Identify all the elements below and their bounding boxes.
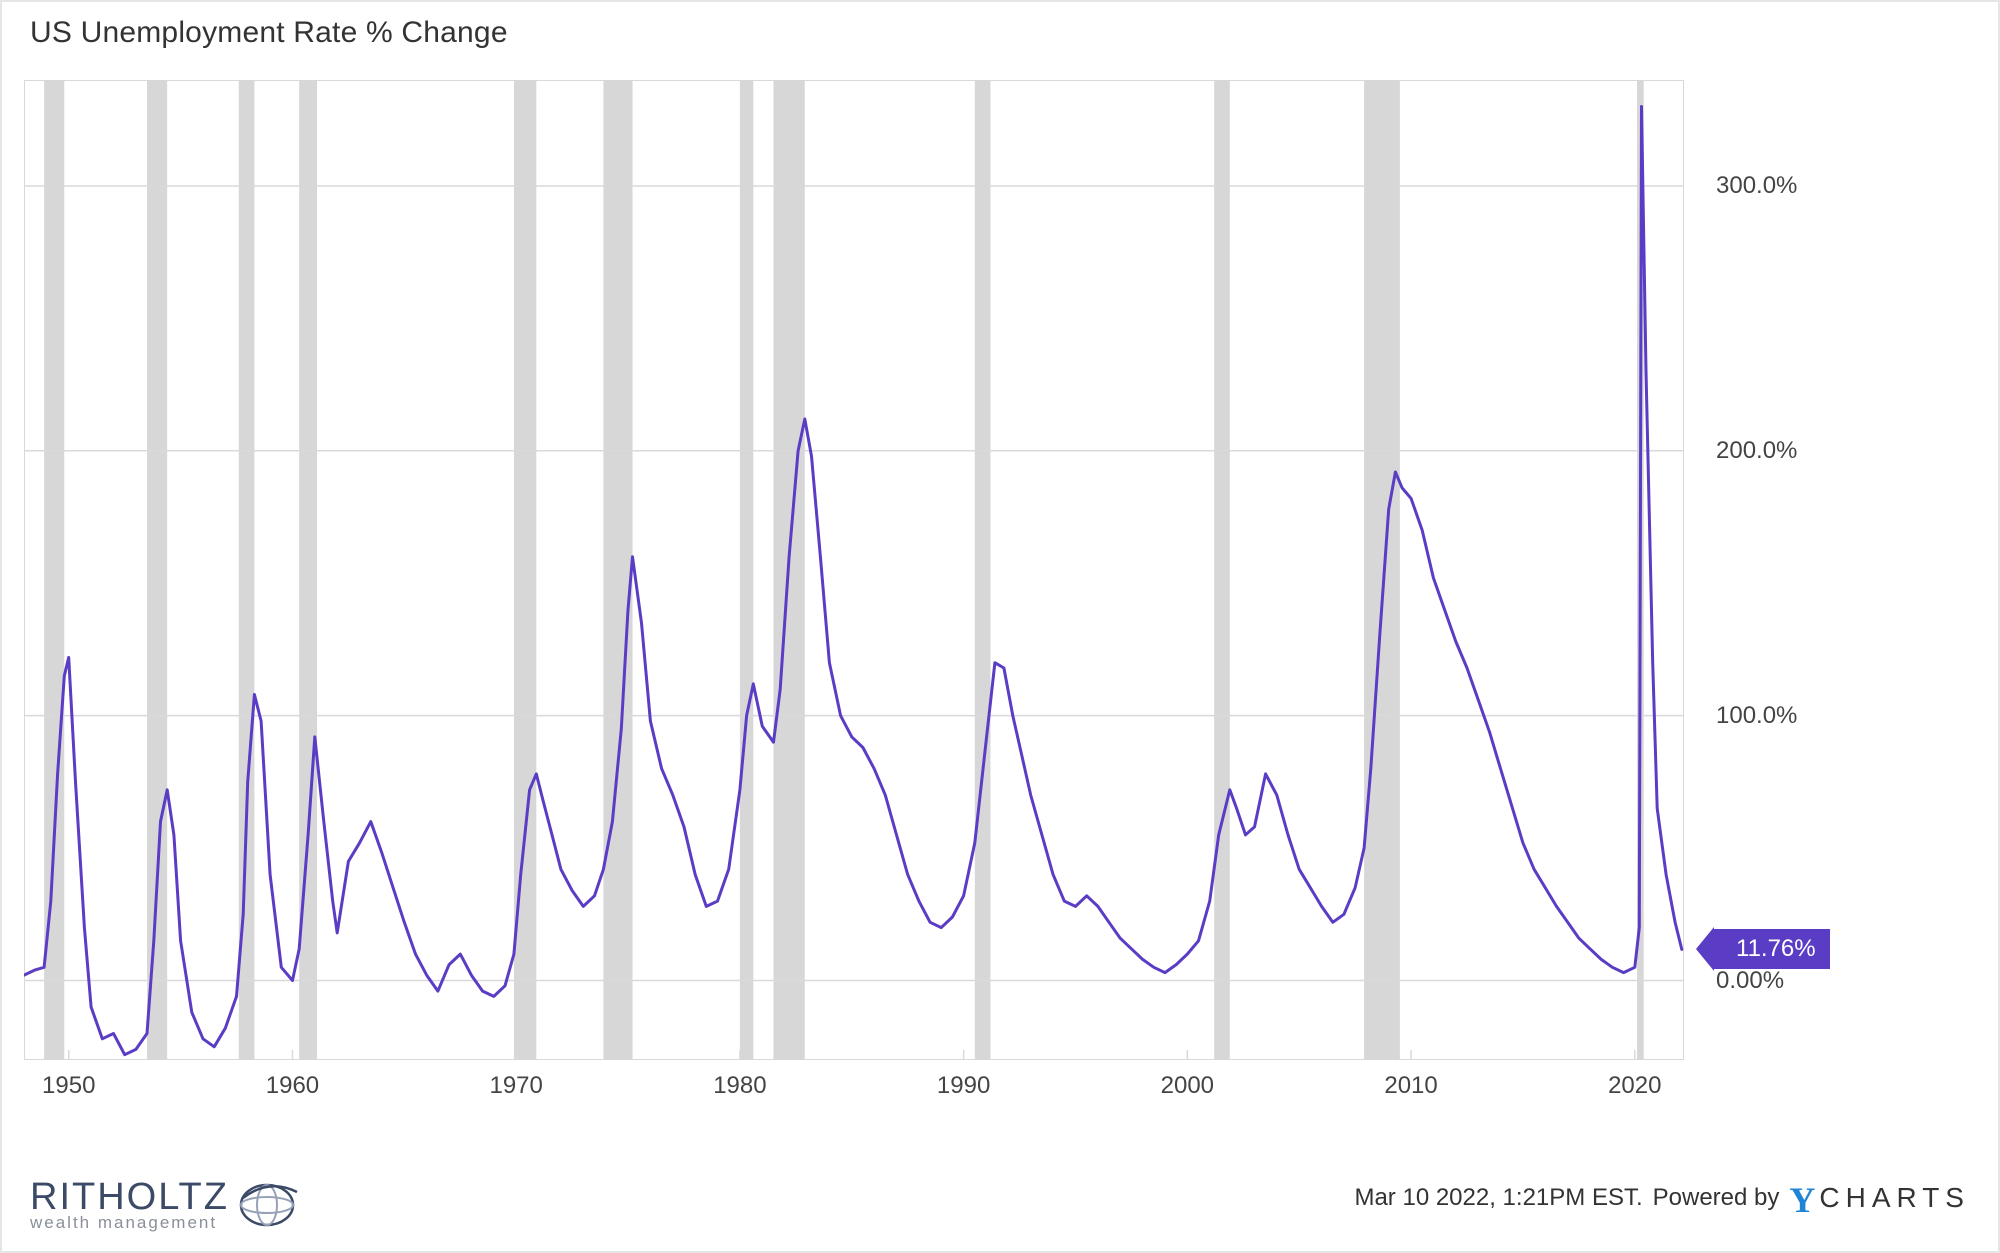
- x-tick-label: 2020: [1608, 1072, 1661, 1100]
- y-tick-label: 200.0%: [1716, 437, 1797, 465]
- footer: RITHOLTZ wealth management Mar 10 2022, …: [2, 1129, 1998, 1239]
- ritholtz-globe-icon: [237, 1178, 307, 1232]
- x-tick-label: 1950: [42, 1072, 95, 1100]
- x-tick-label: 1980: [713, 1072, 766, 1100]
- current-value-text: 11.76%: [1736, 935, 1816, 962]
- current-value-flag: 11.76%: [1714, 929, 1830, 969]
- ycharts-y-icon: Y: [1789, 1179, 1815, 1221]
- powered-by-label: Powered by: [1653, 1184, 1780, 1212]
- credit-right: Mar 10 2022, 1:21PM EST. Powered by Y CH…: [1354, 1177, 1970, 1219]
- ycharts-text: CHARTS: [1819, 1182, 1970, 1214]
- x-tick-label: 2000: [1161, 1072, 1214, 1100]
- x-tick-label: 1990: [937, 1072, 990, 1100]
- x-tick-label: 1960: [266, 1072, 319, 1100]
- x-tick-label: 1970: [489, 1072, 542, 1100]
- footer-timestamp: Mar 10 2022, 1:21PM EST.: [1354, 1184, 1642, 1212]
- y-tick-label: 100.0%: [1716, 702, 1797, 730]
- chart-title: US Unemployment Rate % Change: [30, 16, 508, 50]
- credit-left: RITHOLTZ wealth management: [30, 1176, 307, 1233]
- x-tick-label: 2010: [1384, 1072, 1437, 1100]
- y-tick-label: 0.00%: [1716, 967, 1784, 995]
- ycharts-logo: Y CHARTS: [1789, 1177, 1970, 1219]
- chart-frame: US Unemployment Rate % Change 0.00% 100.0…: [0, 0, 2000, 1253]
- chart-svg: [24, 80, 1684, 1060]
- chart-area: [24, 80, 1684, 1060]
- left-logo-sub: wealth management: [30, 1213, 229, 1233]
- y-tick-label: 300.0%: [1716, 172, 1797, 200]
